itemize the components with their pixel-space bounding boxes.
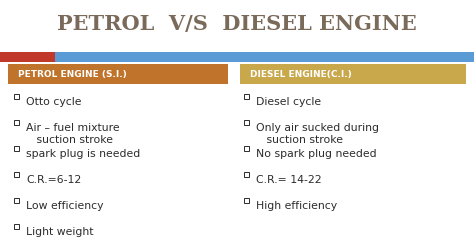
Bar [8, 64, 228, 84]
Bar [240, 64, 466, 84]
Text: High efficiency: High efficiency [256, 201, 337, 211]
Bar [244, 198, 249, 203]
Text: Only air sucked during
   suction stroke: Only air sucked during suction stroke [256, 123, 379, 145]
Bar [244, 172, 249, 177]
Text: C.R.=6-12: C.R.=6-12 [26, 175, 81, 185]
Bar [244, 146, 249, 151]
Text: Diesel cycle: Diesel cycle [256, 97, 321, 107]
Bar [244, 120, 249, 125]
Text: Low efficiency: Low efficiency [26, 201, 103, 211]
Text: C.R.= 14-22: C.R.= 14-22 [256, 175, 322, 185]
Bar [14, 198, 19, 203]
Bar [0, 52, 55, 62]
Bar [14, 224, 19, 229]
Text: Light weight: Light weight [26, 227, 93, 237]
Bar [14, 120, 19, 125]
Bar [14, 172, 19, 177]
Text: spark plug is needed: spark plug is needed [26, 149, 140, 159]
Text: No spark plug needed: No spark plug needed [256, 149, 377, 159]
Text: DIESEL ENGINE(C.I.): DIESEL ENGINE(C.I.) [250, 69, 352, 79]
Bar [55, 52, 474, 62]
Text: PETROL ENGINE (S.I.): PETROL ENGINE (S.I.) [18, 69, 127, 79]
Text: Otto cycle: Otto cycle [26, 97, 82, 107]
Bar [244, 94, 249, 99]
Bar [14, 94, 19, 99]
Text: PETROL  V/S  DIESEL ENGINE: PETROL V/S DIESEL ENGINE [57, 14, 417, 34]
Bar [14, 146, 19, 151]
Text: Air – fuel mixture
   suction stroke: Air – fuel mixture suction stroke [26, 123, 119, 145]
